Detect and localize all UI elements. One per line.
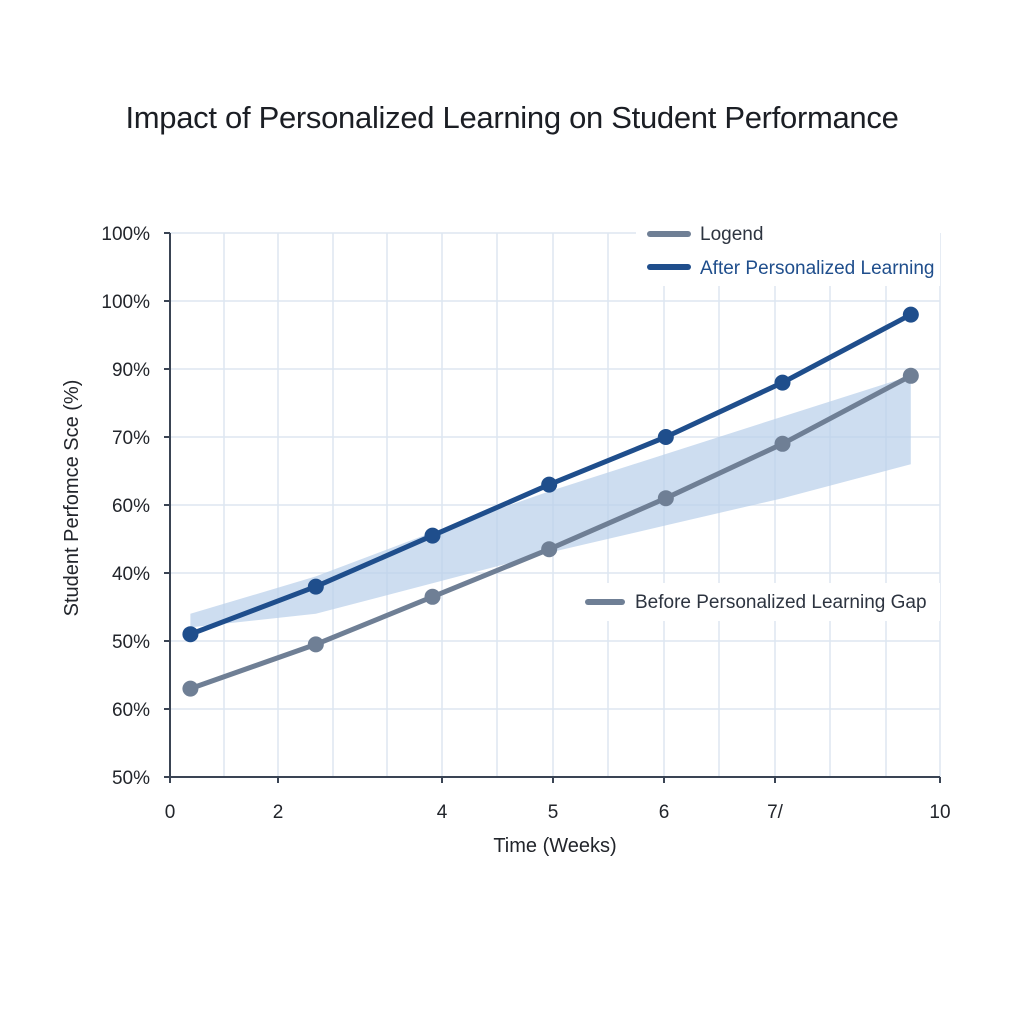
x-tick-label: 6 <box>659 802 670 823</box>
chart-title: Impact of Personalized Learning on Stude… <box>125 100 899 135</box>
y-tick-label: 100% <box>101 292 150 313</box>
y-tick-label: 50% <box>112 768 150 789</box>
legend-box <box>636 216 940 286</box>
data-point <box>182 626 199 643</box>
data-point <box>541 476 558 493</box>
x-tick-label: 4 <box>437 802 448 823</box>
y-tick-label: 70% <box>112 428 150 449</box>
legend-entry-label: After Personalized Learning <box>700 258 934 279</box>
y-tick-label: 50% <box>112 632 150 653</box>
data-point <box>774 374 791 391</box>
data-point <box>657 429 674 445</box>
legend-entry-label: Before Personalized Learning Gap <box>635 592 927 613</box>
axis-labels: 50% 60% 50% 40% 60% 70% 90% 100% 100% 0 2 4 5 6 7/10 Ti… <box>61 224 951 857</box>
data-point <box>541 541 558 558</box>
y-axis-title: Student Perfomce Sce (%) <box>61 380 83 617</box>
data-point <box>902 367 919 384</box>
legend-entry-label: Logend <box>700 224 763 245</box>
y-tick-label: 90% <box>112 360 150 381</box>
y-tick-label: 60% <box>112 496 150 517</box>
y-tick-label: 100% <box>101 224 150 245</box>
data-point <box>424 588 441 605</box>
data-point <box>774 435 791 452</box>
legend: Logend After Personalized Learning Before … <box>578 216 940 621</box>
x-tick-label: 7/ <box>767 802 784 823</box>
x-tick-label: 0 <box>165 802 176 823</box>
y-tick-label: 60% <box>112 700 150 721</box>
data-point <box>424 527 441 544</box>
data-point <box>307 636 324 653</box>
legend-box-secondary <box>578 583 940 621</box>
data-point <box>182 680 199 697</box>
x-tick-label: 5 <box>548 802 559 823</box>
data-point <box>657 490 674 507</box>
series-layer <box>182 306 919 697</box>
data-point <box>902 306 919 323</box>
y-tick-label: 40% <box>112 564 150 585</box>
axes <box>164 232 941 783</box>
x-tick-label: 10 <box>929 802 950 823</box>
data-point <box>307 578 324 595</box>
x-tick-label: 2 <box>273 802 284 823</box>
x-axis-title: Time (Weeks) <box>493 835 616 857</box>
